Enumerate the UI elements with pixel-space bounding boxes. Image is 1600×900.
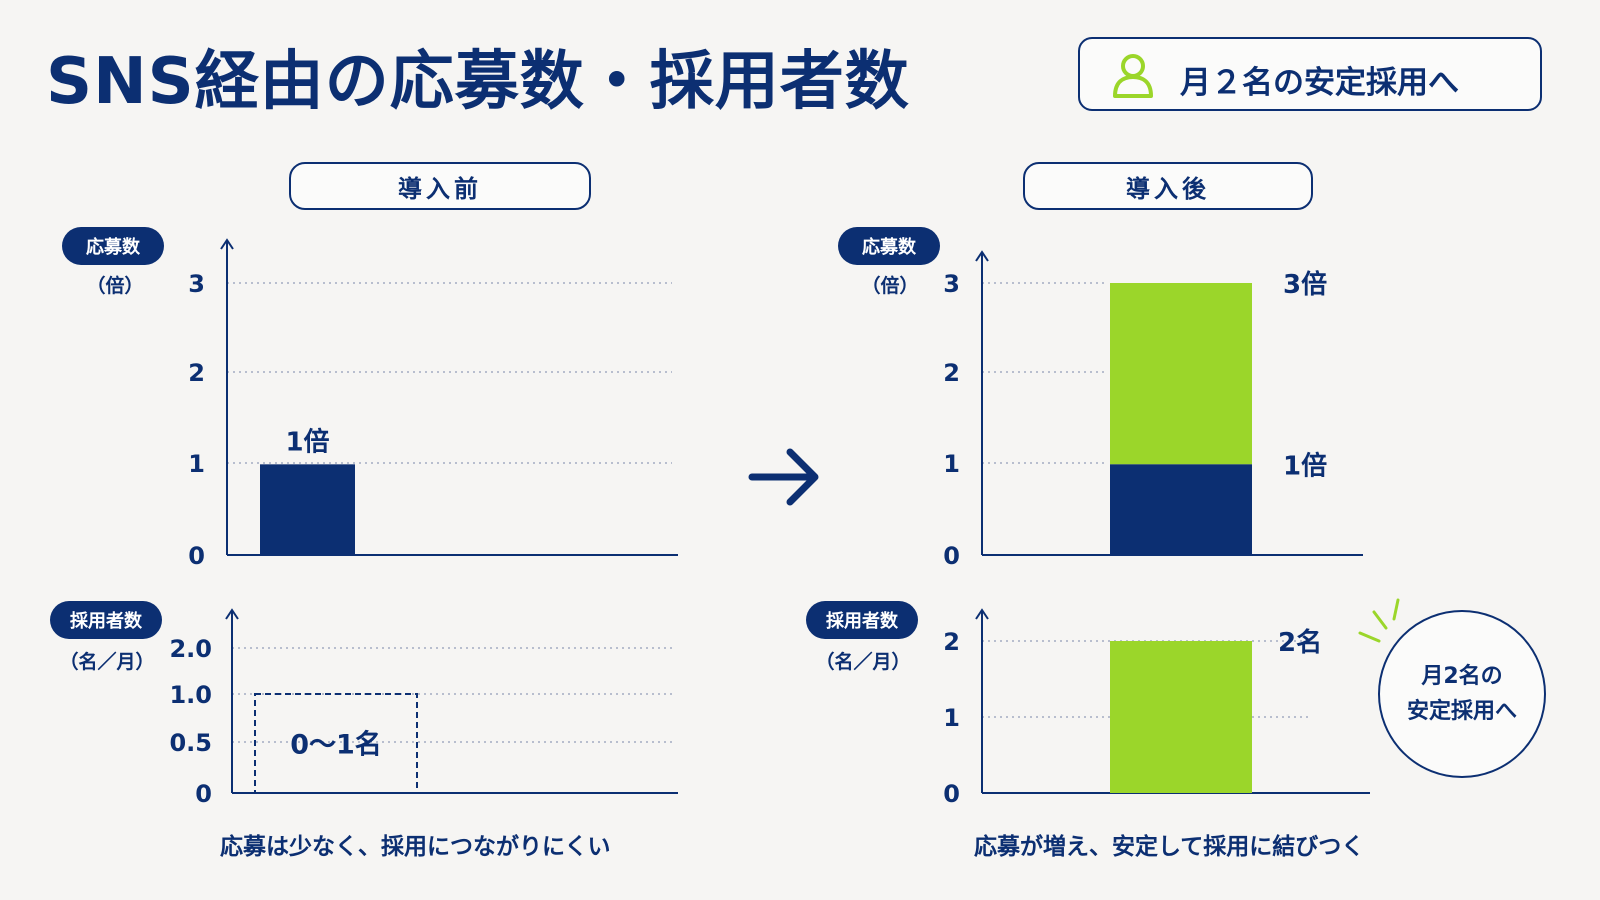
before-hires-tick-label: 2.0	[169, 635, 212, 663]
before-hires-tick-label: 1.0	[169, 681, 212, 709]
after-applicants-tick-label: 0	[943, 542, 960, 570]
after-caption: 応募が増え、安定して採用に結びつく	[974, 834, 1365, 860]
after-applicants-y-axis-arrowhead	[975, 250, 989, 262]
before-applicants-bar	[260, 464, 355, 555]
after-hires-unit: （名／月）	[815, 651, 911, 673]
after-hires-tick-label: 2	[943, 628, 960, 656]
after-applicants-bar-base	[1110, 464, 1252, 555]
before-hires-tick-label: 0.5	[169, 729, 212, 757]
after-hires-tick-label: 1	[943, 704, 960, 732]
after-label: 導入後	[1023, 162, 1313, 210]
before-applicants-unit: （倍）	[86, 275, 144, 297]
callout-line2: 安定採用へ	[1406, 699, 1517, 724]
callout-circle: 月2名の 安定採用へ	[1378, 610, 1546, 778]
before-applicants-y-axis-arrowhead	[220, 238, 234, 250]
summary-badge: 月２名の安定採用へ	[1078, 37, 1542, 111]
person-icon	[1113, 54, 1153, 98]
before-applicants-tick-label: 0	[188, 542, 205, 570]
callout-line1: 月2名の	[1421, 663, 1503, 689]
right-arrow-icon	[748, 448, 819, 506]
after-applicants-tick-label: 3	[943, 270, 960, 298]
page-title: SNS経由の応募数・採用者数	[46, 45, 910, 119]
before-hires-tag: 採用者数	[50, 601, 162, 639]
after-hires-y-axis-arrowhead	[975, 608, 989, 620]
before-hires-unit: （名／月）	[59, 651, 155, 673]
before-applicants-tick-label: 2	[188, 359, 205, 387]
before-applicants-data-label: 1倍	[285, 426, 329, 457]
after-applicants-unit: （倍）	[861, 275, 919, 297]
sparkle-line	[1358, 631, 1381, 643]
before-hires-tick-label: 0	[195, 780, 212, 808]
after-applicants-data-label-base: 1倍	[1283, 450, 1327, 481]
sparkle-line	[1372, 610, 1388, 630]
before-hires-data-label: 0〜1名	[290, 729, 382, 761]
before-label: 導入前	[289, 162, 591, 210]
before-hires-y-axis-arrowhead	[225, 608, 239, 620]
after-applicants-tag: 応募数	[838, 227, 940, 265]
before-hires-range-box	[254, 693, 418, 794]
after-hires-bar	[1110, 641, 1252, 793]
after-hires-data-label: 2名	[1278, 627, 1322, 658]
after-applicants-bar-increase	[1110, 283, 1252, 465]
after-applicants-data-label-total: 3倍	[1283, 269, 1327, 300]
before-applicants-tag: 応募数	[62, 227, 164, 265]
before-applicants-tick-label: 3	[188, 270, 205, 298]
sparkle-line	[1392, 598, 1400, 621]
after-applicants-tick-label: 1	[943, 450, 960, 478]
after-hires-tick-label: 0	[943, 780, 960, 808]
before-applicants-tick-label: 1	[188, 450, 205, 478]
after-hires-tag: 採用者数	[806, 601, 918, 639]
before-caption: 応募は少なく、採用につながりにくい	[220, 834, 611, 860]
badge-text: 月２名の安定採用へ	[1180, 65, 1459, 101]
after-applicants-tick-label: 2	[943, 359, 960, 387]
